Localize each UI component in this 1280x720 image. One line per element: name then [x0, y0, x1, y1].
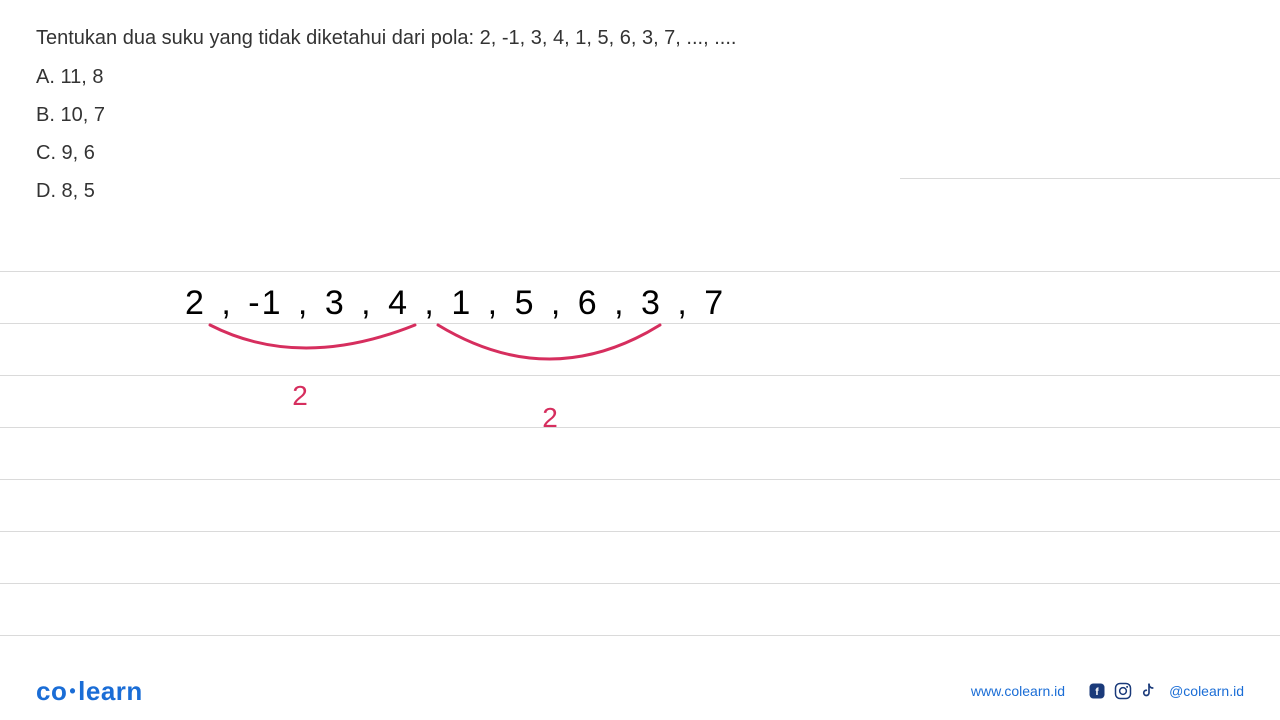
option-c: C. 9, 6 [36, 138, 1244, 168]
notebook-line [0, 532, 1280, 584]
arc-1 [210, 325, 415, 348]
instagram-icon[interactable] [1113, 681, 1133, 701]
question-text: Tentukan dua suku yang tidak diketahui d… [36, 24, 1244, 52]
arc-2-label: 2 [542, 402, 558, 433]
notebook-line [0, 220, 1280, 272]
option-b: B. 10, 7 [36, 100, 1244, 130]
logo-suffix: learn [78, 676, 143, 706]
footer: co•learn www.colearn.id f @colearn.id [0, 662, 1280, 720]
footer-right: www.colearn.id f @colearn.id [971, 681, 1244, 701]
facebook-icon[interactable]: f [1087, 681, 1107, 701]
website-url[interactable]: www.colearn.id [971, 683, 1065, 699]
social-group: f @colearn.id [1087, 681, 1244, 701]
notebook-line [0, 584, 1280, 636]
arc-2 [438, 325, 660, 359]
tiktok-icon[interactable] [1139, 681, 1159, 701]
annotation-arcs: 2 2 [180, 315, 700, 445]
logo-dot-icon: • [69, 681, 76, 702]
option-d: D. 8, 5 [36, 176, 1244, 206]
svg-text:f: f [1095, 686, 1099, 698]
logo-prefix: co [36, 676, 67, 706]
question-area: Tentukan dua suku yang tidak diketahui d… [0, 0, 1280, 224]
arc-1-label: 2 [292, 380, 308, 411]
social-handle[interactable]: @colearn.id [1169, 683, 1244, 699]
brand-logo: co•learn [36, 676, 143, 707]
notebook-line [0, 480, 1280, 532]
option-a: A. 11, 8 [36, 62, 1244, 92]
partial-line [900, 178, 1280, 179]
